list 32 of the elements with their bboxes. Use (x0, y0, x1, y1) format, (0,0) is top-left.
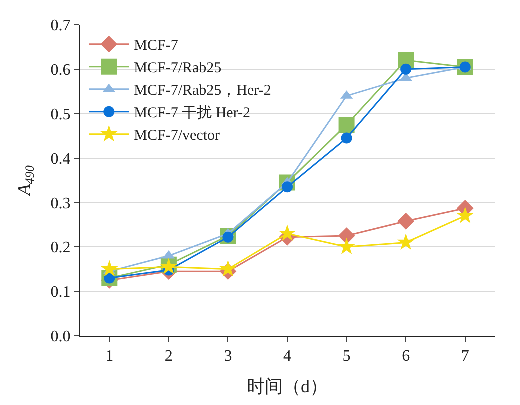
y-tick-label: 0.3 (50, 195, 71, 212)
legend-label: MCF-7/Rab25，Her-2 (134, 83, 272, 100)
y-tick-label: 0.0 (50, 328, 71, 346)
point (338, 116, 355, 133)
y-tick-label: 0.2 (50, 240, 71, 257)
point (220, 260, 237, 277)
x-tick-label: 7 (461, 348, 470, 366)
point (456, 206, 474, 224)
x-axis-title: 时间（d） (247, 376, 328, 396)
legend-label: MCF-7 干扰 Her-2 (134, 104, 251, 122)
y-tick-label: 0.1 (50, 284, 71, 302)
point (100, 260, 118, 277)
y-tick-label: 0.4 (50, 150, 71, 168)
point (398, 212, 415, 230)
y-tick-label: 0.6 (50, 62, 71, 80)
point (278, 224, 296, 242)
point (338, 228, 356, 244)
point (338, 238, 356, 254)
x-tick-label: 5 (342, 348, 351, 366)
y-tick-label: 0.5 (50, 106, 71, 124)
x-tick-label: 2 (164, 348, 173, 366)
point (397, 234, 415, 250)
x-tick-label: 3 (224, 348, 232, 366)
legend-label: MCF-7 (134, 38, 179, 54)
x-tick-label: 1 (106, 348, 114, 366)
legend-label: MCF-7/vector (134, 128, 220, 144)
point (400, 64, 412, 75)
y-tick-label: 0.7 (50, 18, 71, 35)
x-tick-label: 4 (284, 348, 292, 366)
x-tick-label: 6 (402, 348, 410, 366)
legend-label: MCF-7/Rab25 (134, 60, 222, 77)
point (341, 132, 352, 144)
